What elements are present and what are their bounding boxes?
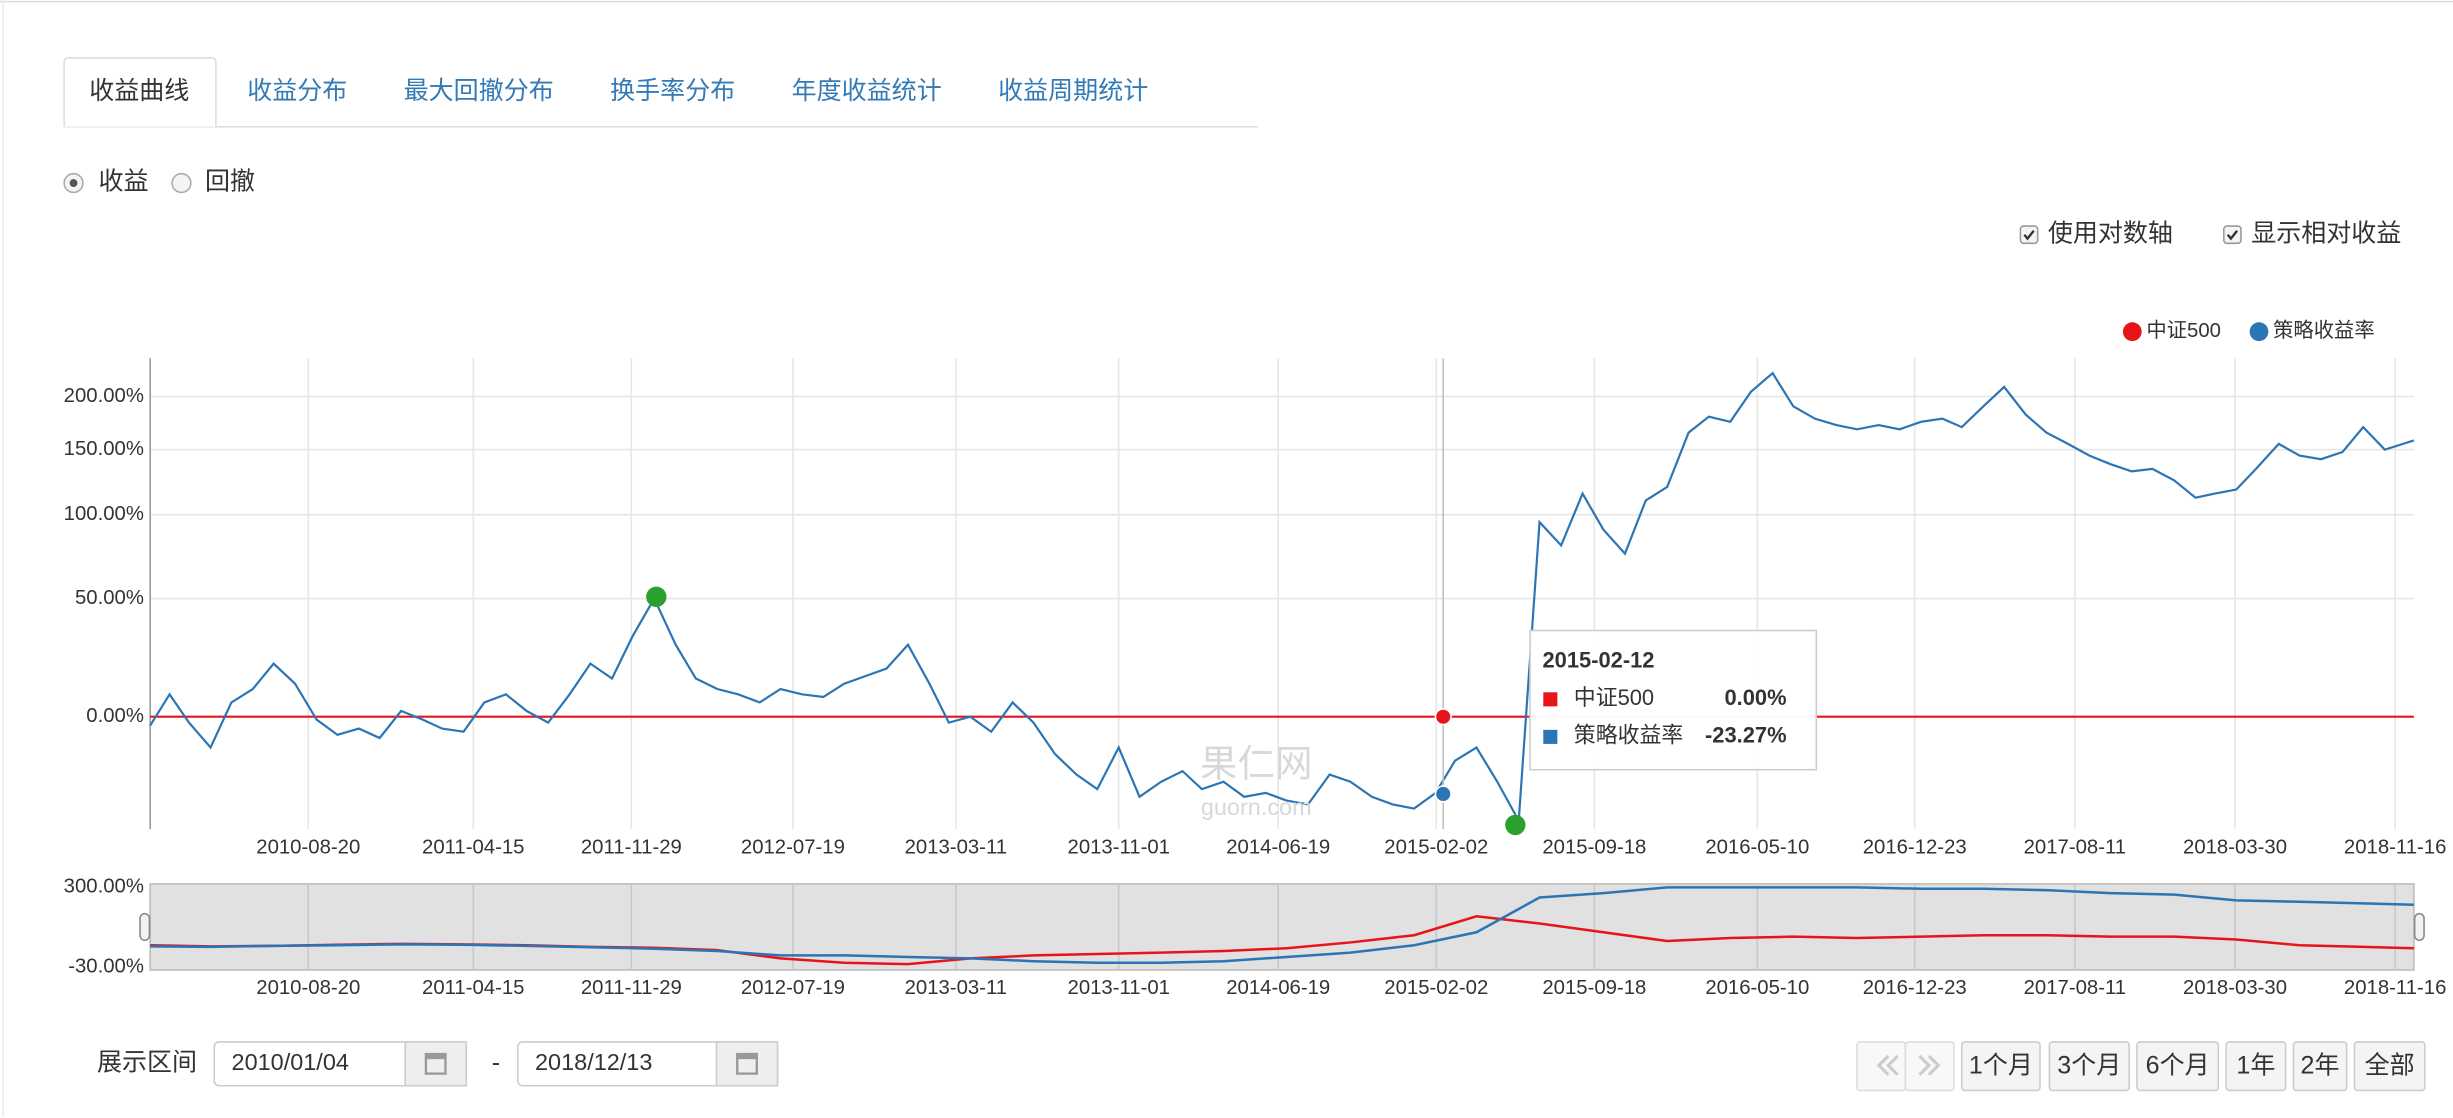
active-tab-box <box>63 57 217 127</box>
radio[interactable] <box>171 172 192 194</box>
range-separator: - <box>492 1048 500 1076</box>
zoom-button-label[interactable]: 3个月 <box>2057 1052 2121 1080</box>
nav-arrows <box>1876 1054 1941 1076</box>
y-tick-label: 100.00% <box>64 503 144 525</box>
tooltip-name: 策略收益率 <box>1574 723 1683 748</box>
tab[interactable]: 最大回撤分布 <box>404 77 554 105</box>
y-tick-label: 200.00% <box>64 385 144 407</box>
x-tick-label: 2012-07-19 <box>741 977 845 999</box>
x-tick-label: 2018-03-30 <box>2183 977 2287 999</box>
tooltip-swatch <box>1543 729 1558 744</box>
x-tick-label: 2015-09-18 <box>1542 836 1646 858</box>
calendar-icon-inner <box>738 1059 756 1073</box>
x-tick-label: 2018-03-30 <box>2183 836 2287 858</box>
tooltip-box <box>1529 629 1818 771</box>
series-line <box>149 371 2415 825</box>
y-tick-label: 0.00% <box>86 705 144 727</box>
range-label: 展示区间 <box>97 1048 197 1076</box>
watermark: 果仁网 <box>1200 743 1313 785</box>
zoom-button-label[interactable]: 全部 <box>2365 1052 2415 1080</box>
tooltip-name: 中证500 <box>1574 685 1654 710</box>
zoom-button-label[interactable]: 6个月 <box>2146 1052 2210 1080</box>
x-tick-label: 2014-06-19 <box>1226 977 1330 999</box>
x-tick-label: 2011-11-29 <box>581 977 682 999</box>
x-tick-label: 2013-11-01 <box>1068 977 1170 999</box>
y-tick-label: 300.00% <box>64 876 144 898</box>
radio-label[interactable]: 回撤 <box>205 168 255 196</box>
x-tick-label: 2014-06-19 <box>1226 836 1330 858</box>
y-tick-label: 150.00% <box>64 438 144 460</box>
zoom-button[interactable] <box>2048 1041 2130 1092</box>
x-tick-label: 2016-12-23 <box>1863 836 1967 858</box>
zoom-button[interactable] <box>2225 1041 2287 1092</box>
zoom-button-label[interactable]: 2年 <box>2301 1052 2340 1080</box>
navigator-handle[interactable] <box>139 912 151 942</box>
legend-swatch <box>2249 322 2269 342</box>
tab[interactable]: 收益周期统计 <box>998 77 1148 105</box>
legend-label: 策略收益率 <box>2273 319 2375 342</box>
x-tick-label: 2018-11-16 <box>2344 977 2446 999</box>
hover-point <box>1434 708 1452 726</box>
hover-point <box>1434 785 1452 803</box>
x-tick-label: 2016-05-10 <box>1705 836 1809 858</box>
x-tick-label: 2017-08-11 <box>2024 977 2126 999</box>
x-tick-label: 2010-08-20 <box>256 977 360 999</box>
x-tick-label: 2012-07-19 <box>741 836 845 858</box>
y-tick-label: 50.00% <box>75 587 144 609</box>
x-tick-label: 2011-04-15 <box>422 836 524 858</box>
x-tick-label: 2015-02-02 <box>1384 977 1488 999</box>
tab[interactable]: 年度收益统计 <box>792 77 942 105</box>
x-tick-label: 2013-03-11 <box>905 977 1007 999</box>
checkbox-label[interactable]: 使用对数轴 <box>2048 219 2173 247</box>
navigator-handle[interactable] <box>2413 912 2425 942</box>
radio-label[interactable]: 收益 <box>99 168 149 196</box>
x-tick-label: 2013-11-01 <box>1068 836 1170 858</box>
zoom-button[interactable] <box>2292 1041 2348 1092</box>
calendar-icon-inner <box>427 1059 445 1073</box>
tab[interactable]: 收益曲线 <box>89 77 189 105</box>
zoom-button-label[interactable]: 1年 <box>2236 1052 2275 1080</box>
tooltip-value: -23.27% <box>1705 723 1787 748</box>
x-tick-label: 2016-12-23 <box>1863 977 1967 999</box>
zoom-button[interactable] <box>2353 1041 2426 1092</box>
radio-dot <box>69 179 78 187</box>
tooltip-date: 2015-02-12 <box>1543 648 1655 673</box>
legend-label: 中证500 <box>2146 319 2221 342</box>
extreme-marker <box>646 586 667 607</box>
checkbox[interactable] <box>2223 225 2242 245</box>
zoom-button[interactable] <box>1960 1041 2041 1092</box>
x-tick-label: 2011-11-29 <box>581 836 682 858</box>
x-tick-label: 2010-08-20 <box>256 836 360 858</box>
check <box>2226 230 2239 241</box>
tooltip-value: 0.00% <box>1724 685 1786 710</box>
date-value[interactable]: 2018/12/13 <box>535 1049 652 1075</box>
checkbox-label[interactable]: 显示相对收益 <box>2251 219 2401 247</box>
legend-swatch <box>2122 322 2142 342</box>
tooltip-swatch <box>1543 692 1558 707</box>
x-tick-label: 2011-04-15 <box>422 977 524 999</box>
navigator-background <box>149 883 2415 971</box>
x-tick-label: 2016-05-10 <box>1705 977 1809 999</box>
tab[interactable]: 换手率分布 <box>610 77 735 105</box>
zoom-button[interactable] <box>2136 1041 2220 1092</box>
check <box>2023 230 2035 241</box>
x-tick-label: 2015-02-02 <box>1384 836 1488 858</box>
date-value[interactable]: 2010/01/04 <box>232 1049 349 1075</box>
extreme-marker <box>1505 814 1526 836</box>
y-tick-label: -30.00% <box>68 955 144 977</box>
x-tick-label: 2018-11-16 <box>2344 836 2446 858</box>
watermark: guorn.com <box>1201 794 1312 820</box>
checkbox[interactable] <box>2019 225 2039 245</box>
zoom-button-label[interactable]: 1个月 <box>1969 1052 2033 1080</box>
x-tick-label: 2017-08-11 <box>2024 836 2126 858</box>
x-tick-label: 2013-03-11 <box>905 836 1007 858</box>
x-tick-label: 2015-09-18 <box>1542 977 1646 999</box>
series-line <box>150 886 2414 965</box>
tab[interactable]: 收益分布 <box>247 77 347 105</box>
